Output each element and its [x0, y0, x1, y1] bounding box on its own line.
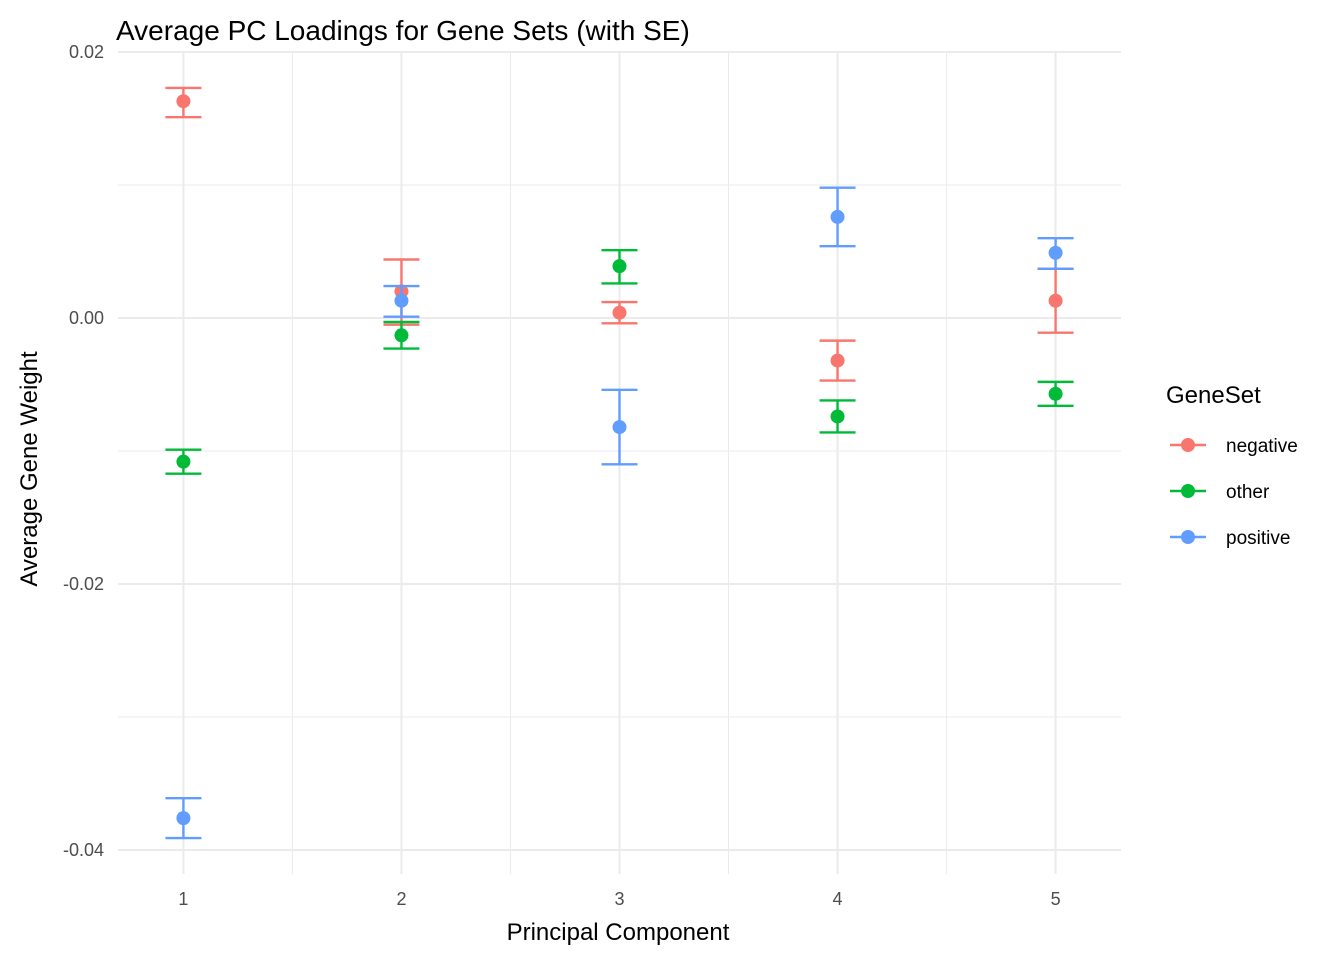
y-axis-ticks: -0.04 -0.02 0.00 0.02	[63, 42, 104, 860]
data-point	[1048, 386, 1063, 401]
y-axis-title: Average Gene Weight	[16, 351, 43, 587]
y-tick-label: -0.04	[63, 840, 104, 860]
data-point	[176, 94, 191, 109]
series-negative	[165, 86, 1074, 382]
data-point	[830, 409, 845, 424]
chart-title: Average PC Loadings for Gene Sets (with …	[116, 15, 690, 46]
data-point	[612, 305, 627, 320]
legend-label: positive	[1226, 528, 1290, 549]
x-tick-label: 1	[178, 889, 188, 909]
data-point	[394, 293, 409, 308]
data-point	[612, 259, 627, 274]
legend-key-point	[1181, 438, 1195, 452]
legend-label: other	[1226, 482, 1270, 503]
x-tick-label: 4	[833, 889, 843, 909]
data-point	[830, 209, 845, 224]
x-axis-title: Principal Component	[507, 919, 730, 946]
data-point	[830, 353, 845, 368]
data-point	[176, 454, 191, 469]
y-tick-label: 0.00	[69, 308, 104, 328]
x-axis-ticks: 1 2 3 4 5	[178, 889, 1060, 909]
data-point	[612, 420, 627, 435]
data-point	[394, 328, 409, 343]
series-positive	[165, 186, 1074, 840]
x-tick-label: 5	[1051, 889, 1061, 909]
legend-key-other	[1170, 484, 1206, 498]
legend-key-negative	[1170, 438, 1206, 452]
legend-key-point	[1181, 530, 1195, 544]
legend-key-positive	[1170, 530, 1206, 544]
y-tick-label: -0.02	[63, 574, 104, 594]
data-point	[1048, 293, 1063, 308]
y-tick-label: 0.02	[69, 42, 104, 62]
x-tick-label: 3	[614, 889, 624, 909]
series-other	[165, 248, 1074, 475]
legend-title: GeneSet	[1166, 382, 1261, 409]
plot-marks	[165, 86, 1074, 840]
legend: GeneSet negative other positive	[1166, 382, 1298, 549]
legend-label: negative	[1226, 436, 1298, 457]
data-point	[1048, 245, 1063, 260]
legend-key-point	[1181, 484, 1195, 498]
x-tick-label: 2	[396, 889, 406, 909]
data-point	[176, 811, 191, 826]
